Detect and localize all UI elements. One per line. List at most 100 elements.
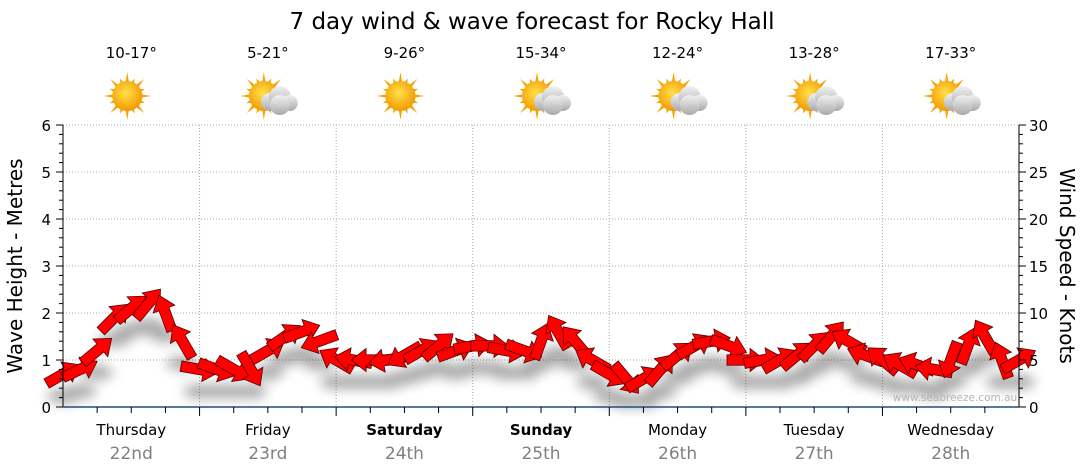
sun-ray: [110, 79, 119, 88]
sun-ray: [793, 79, 802, 88]
y-tick-right: 20: [1029, 211, 1048, 229]
sun-ray: [398, 72, 403, 83]
sun-cloud-icon: [239, 72, 298, 120]
wind-arrow-shadow: [798, 360, 831, 375]
day-temp: 9-26°: [384, 44, 426, 62]
sun-ray: [239, 94, 250, 98]
sun-ray: [376, 94, 387, 98]
y-axis-right-label: Wind Speed - Knots: [1055, 168, 1079, 364]
chart-title: 7 day wind & wave forecast for Rocky Hal…: [290, 9, 775, 35]
day-temp: 13-28°: [789, 44, 840, 62]
sun-cloud-icon: [649, 72, 708, 120]
y-tick-left: 5: [41, 164, 51, 182]
y-tick-right: 5: [1029, 352, 1039, 370]
sun-ray: [272, 79, 281, 88]
day-date: 26th: [658, 444, 697, 464]
sun-ray: [535, 109, 539, 120]
watermark: www.seabreeze.com.au: [893, 392, 1017, 404]
day-date: 28th: [931, 444, 970, 464]
sun-ray: [135, 79, 145, 88]
cloud-puff: [543, 95, 563, 115]
cloud-shape: [943, 86, 981, 115]
cloud-shape: [670, 86, 708, 115]
cloud-shape: [807, 86, 845, 115]
cloud-puff: [269, 95, 290, 115]
sun-cloud-icon: [786, 72, 845, 120]
wind-arrow: [169, 324, 198, 361]
sun-ray: [262, 72, 266, 83]
sun-ray: [383, 79, 392, 88]
sun-ray: [922, 94, 933, 98]
sun-ray: [671, 109, 676, 120]
cloud-puff: [679, 95, 700, 115]
wind-arrow-shadow: [234, 384, 267, 399]
day-temp: 15-34°: [515, 44, 566, 62]
wind-arrow-shadow: [576, 375, 609, 389]
sun-ray: [125, 72, 129, 83]
sun-ray: [808, 109, 812, 120]
sun-ray: [262, 109, 266, 120]
day-temp: 5-21°: [247, 44, 289, 62]
sun-cloud-icon: [513, 72, 571, 120]
y-tick-left: 0: [41, 399, 51, 417]
y-tick-left: 2: [41, 305, 51, 323]
sun-ray: [649, 94, 660, 98]
sun-icon: [376, 72, 425, 120]
sun-cloud-icon: [922, 72, 981, 120]
wind-arrow-shadow: [951, 360, 984, 375]
sun-ray: [409, 79, 418, 88]
wind-arrow: [214, 354, 251, 383]
day-name: Sunday: [510, 421, 573, 439]
y-tick-left: 6: [41, 117, 51, 135]
day-name: Friday: [245, 421, 291, 439]
wind-arrow-shadow: [644, 384, 677, 399]
sun-ray: [135, 104, 145, 113]
sun-ray: [103, 94, 114, 98]
sun-icon: [103, 72, 152, 120]
cloud-shape: [534, 86, 571, 115]
day-name: Thursday: [95, 421, 166, 439]
wind-arrow: [78, 338, 113, 368]
wind-arrow-shadow: [64, 384, 97, 399]
sun-ray: [656, 104, 665, 113]
day-name: Tuesday: [783, 421, 845, 439]
wind-arrow-shadow: [627, 393, 660, 408]
wind-arrow: [152, 294, 178, 334]
sun-ray: [955, 79, 964, 88]
sun-ray: [141, 94, 152, 98]
sun-ray: [520, 104, 529, 113]
y-tick-right: 15: [1029, 258, 1048, 276]
day-date: 24th: [385, 444, 424, 464]
sun-ray: [125, 109, 129, 120]
day-name: Wednesday: [907, 421, 994, 439]
sun-disc: [385, 81, 416, 111]
sun-ray: [793, 104, 802, 113]
y-tick-right: 0: [1029, 399, 1039, 417]
sun-ray: [818, 79, 828, 88]
day-temp: 12-24°: [652, 44, 703, 62]
sun-ray: [383, 104, 392, 113]
cloud-shape: [260, 86, 298, 115]
sun-ray: [945, 109, 949, 120]
y-tick-right: 10: [1029, 305, 1048, 323]
sun-ray: [520, 79, 529, 88]
sun-ray: [671, 72, 676, 83]
y-tick-left: 4: [41, 211, 51, 229]
cloud-puff: [816, 95, 837, 115]
day-date: 22nd: [110, 444, 153, 464]
wind-arrow-shadow: [661, 370, 694, 385]
wind-arrow-shadow: [781, 370, 814, 385]
sun-ray: [545, 79, 554, 88]
wind-arrow-shadow: [542, 346, 575, 361]
day-date: 23rd: [248, 444, 287, 464]
sun-ray: [786, 94, 797, 98]
y-axis-left-label: Wave Height - Metres: [3, 158, 27, 373]
sun-ray: [682, 79, 691, 88]
sun-ray: [414, 94, 425, 98]
day-name: Monday: [648, 421, 707, 439]
sun-ray: [656, 79, 665, 88]
sun-ray: [110, 104, 119, 113]
sun-ray: [398, 109, 403, 120]
sun-ray: [929, 79, 939, 88]
